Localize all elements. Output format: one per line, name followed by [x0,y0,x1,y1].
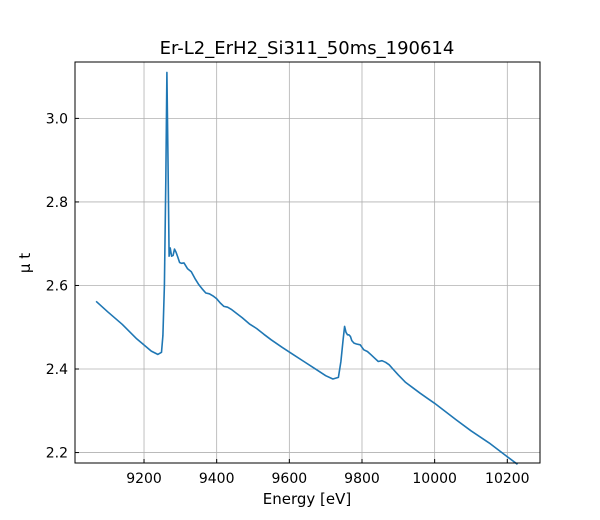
y-tick-label: 3.0 [46,111,68,127]
series-line [95,71,518,465]
x-tick-label: 9600 [272,471,308,487]
y-tick-label: 2.2 [46,446,68,462]
x-tick-label: 10000 [412,471,457,487]
y-tick-label: 2.4 [46,362,68,378]
x-axis-label: Energy [eV] [263,490,351,508]
x-tick-label: 9200 [126,471,162,487]
plot-frame [74,61,541,464]
y-tick-label: 2.6 [46,278,68,294]
grid-layer [75,62,540,463]
x-tick-label: 9800 [344,471,380,487]
y-tick-label: 2.8 [46,195,68,211]
tick-layer: 9200 9400 9600 9800 10000 10200 2.2 2.4 2.6 2.8 3.… [46,111,530,487]
x-tick-label: 10200 [485,471,530,487]
x-tick-label: 9400 [199,471,235,487]
series-layer [95,71,518,465]
y-axis-label: μ t [16,253,34,273]
chart-title: Er-L2_ErH2_Si311_50ms_190614 [160,38,455,59]
